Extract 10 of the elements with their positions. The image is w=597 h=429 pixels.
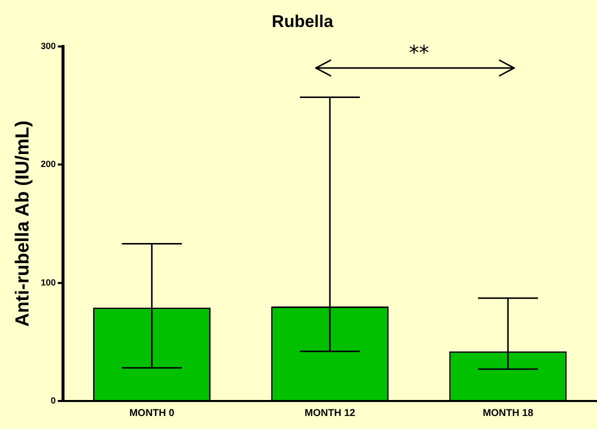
y-axis-title: Anti-rubella Ab (IU/mL) [12, 120, 34, 327]
y-tick-label: 0 [50, 395, 56, 406]
chart-title: Rubella [272, 12, 334, 31]
y-tick-label: 300 [40, 40, 56, 51]
x-tick-label: MONTH 0 [129, 408, 175, 419]
x-tick-label: MONTH 12 [304, 408, 356, 419]
y-tick-label: 200 [40, 159, 56, 170]
annotation: ** [408, 40, 429, 65]
y-tick-label: 100 [40, 277, 56, 288]
x-tick-label: MONTH 18 [482, 408, 534, 419]
